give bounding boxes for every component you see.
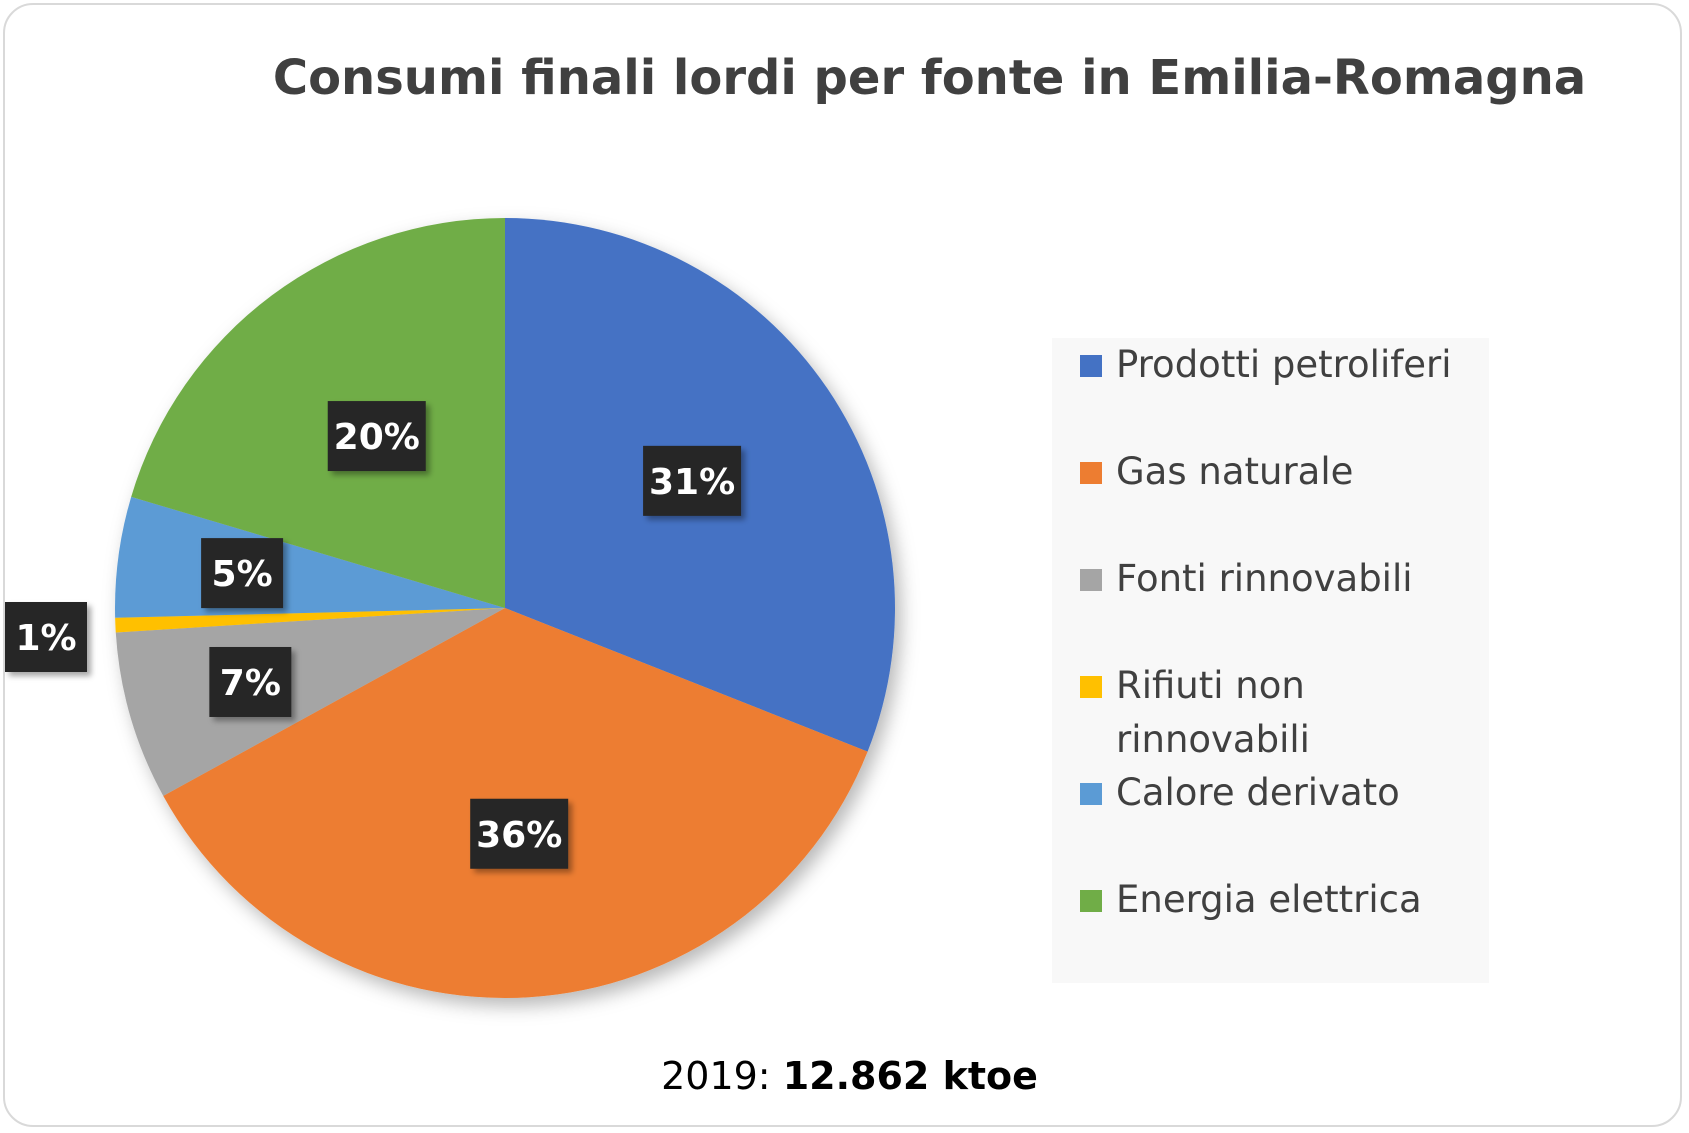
legend-label: Energia elettrica	[1116, 878, 1422, 921]
legend-label: Prodotti petroliferi	[1116, 343, 1452, 386]
data-label-text: 20%	[334, 417, 420, 458]
legend-swatch	[1080, 890, 1102, 912]
legend: Prodotti petroliferi Gas naturale Fonti …	[1052, 338, 1489, 983]
data-label: 1%	[5, 602, 87, 672]
data-label: 31%	[643, 445, 742, 516]
legend-swatch	[1080, 783, 1102, 805]
legend-swatch	[1080, 676, 1102, 698]
legend-label: Calore derivato	[1116, 771, 1400, 814]
chart-title: Consumi finali lordi per fonte in Emilia…	[272, 50, 1587, 106]
data-label: 5%	[201, 538, 284, 609]
pie-slice	[131, 218, 505, 608]
data-label-text: 5%	[212, 554, 273, 595]
footer-year: 2019:	[661, 1054, 771, 1098]
legend-swatch	[1080, 462, 1102, 484]
legend-item: Calore derivato	[1080, 766, 1480, 820]
legend-swatch	[1080, 569, 1102, 591]
data-label: 36%	[470, 798, 569, 869]
legend-swatch	[1080, 355, 1102, 377]
footer-total: 2019: 12.862 ktoe	[0, 1054, 1689, 1098]
footer-total-value: 12.862 ktoe	[782, 1054, 1038, 1098]
legend-label: Rifiuti non rinnovabili	[1116, 664, 1310, 761]
data-label-text: 7%	[220, 663, 281, 704]
data-label-text: 36%	[476, 815, 562, 856]
data-label-text: 31%	[649, 462, 735, 503]
data-label-text: 1%	[15, 618, 76, 659]
legend-item: Prodotti petroliferi	[1080, 338, 1480, 392]
legend-label: Fonti rinnovabili	[1116, 557, 1413, 600]
legend-label: Gas naturale	[1116, 450, 1354, 493]
legend-item: Gas naturale	[1080, 445, 1480, 499]
data-label: 20%	[327, 401, 426, 472]
legend-item: Rifiuti non rinnovabili	[1080, 659, 1480, 767]
pie-slice	[115, 608, 505, 633]
data-label: 7%	[209, 646, 292, 717]
legend-item: Energia elettrica	[1080, 873, 1480, 927]
legend-item: Fonti rinnovabili	[1080, 552, 1480, 606]
